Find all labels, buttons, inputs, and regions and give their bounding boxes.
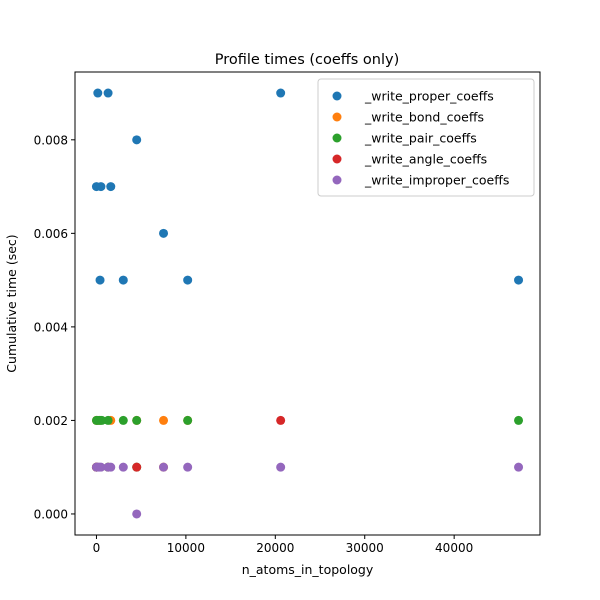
legend-marker (332, 175, 342, 185)
data-point-series-2 (103, 415, 113, 425)
x-tick-label: 0 (93, 541, 101, 555)
data-point-series-0 (95, 275, 105, 285)
data-point-series-0 (93, 88, 103, 98)
y-axis-label: Cumulative time (sec) (4, 234, 19, 372)
y-tick-label: 0.008 (34, 133, 68, 147)
data-point-series-0 (106, 182, 116, 192)
data-point-series-4 (118, 462, 128, 472)
legend-entry: _write_bond_coeffs (364, 110, 484, 125)
legend-entry: _write_improper_coeffs (364, 173, 509, 188)
x-tick-label: 10000 (167, 541, 205, 555)
data-point-series-0 (159, 228, 169, 238)
y-tick-label: 0.002 (34, 414, 68, 428)
y-tick-label: 0.000 (34, 507, 68, 521)
data-point-series-4 (514, 462, 524, 472)
data-point-series-4 (183, 462, 193, 472)
legend-entry: _write_angle_coeffs (364, 152, 487, 167)
data-point-series-0 (183, 275, 193, 285)
legend-entry: _write_proper_coeffs (364, 89, 494, 104)
y-tick-label: 0.004 (34, 320, 68, 334)
legend-box (317, 78, 535, 197)
data-point-series-0 (96, 182, 106, 192)
data-point-series-2 (118, 415, 128, 425)
data-point-series-2 (183, 415, 193, 425)
axis-ticks: 0 10000 20000 30000 40000 0.000 0.002 0.004 0.00… (34, 133, 474, 555)
data-point-series-2 (97, 415, 107, 425)
legend-marker (332, 154, 342, 164)
plot-area (91, 88, 524, 519)
data-point-series-2 (132, 415, 142, 425)
legend-marker (332, 91, 342, 101)
data-point-series-3 (132, 462, 142, 472)
data-point-series-4 (159, 462, 169, 472)
data-point-series-0 (132, 135, 142, 145)
data-point-series-1 (159, 415, 169, 425)
x-tick-label: 20000 (256, 541, 294, 555)
y-tick-label: 0.006 (34, 227, 68, 241)
data-point-series-0 (118, 275, 128, 285)
data-point-series-4 (276, 462, 286, 472)
data-point-series-0 (276, 88, 286, 98)
legend: _write_proper_coeffs _write_bond_coeffs _w… (317, 78, 535, 197)
legend-marker (332, 133, 342, 143)
data-point-series-2 (514, 415, 524, 425)
x-tick-label: 40000 (435, 541, 473, 555)
data-point-series-0 (103, 88, 113, 98)
x-tick-label: 30000 (346, 541, 384, 555)
data-point-series-0 (514, 275, 524, 285)
data-point-series-4 (132, 509, 142, 519)
plot-frame (74, 71, 541, 536)
data-point-series-4 (96, 462, 106, 472)
legend-marker (332, 112, 342, 122)
x-axis-label: n_atoms_in_topology (242, 562, 374, 577)
legend-entry: _write_pair_coeffs (364, 131, 477, 146)
chart-title: Profile times (coeffs only) (215, 52, 400, 68)
data-point-series-3 (276, 415, 286, 425)
data-point-series-4 (106, 462, 116, 472)
